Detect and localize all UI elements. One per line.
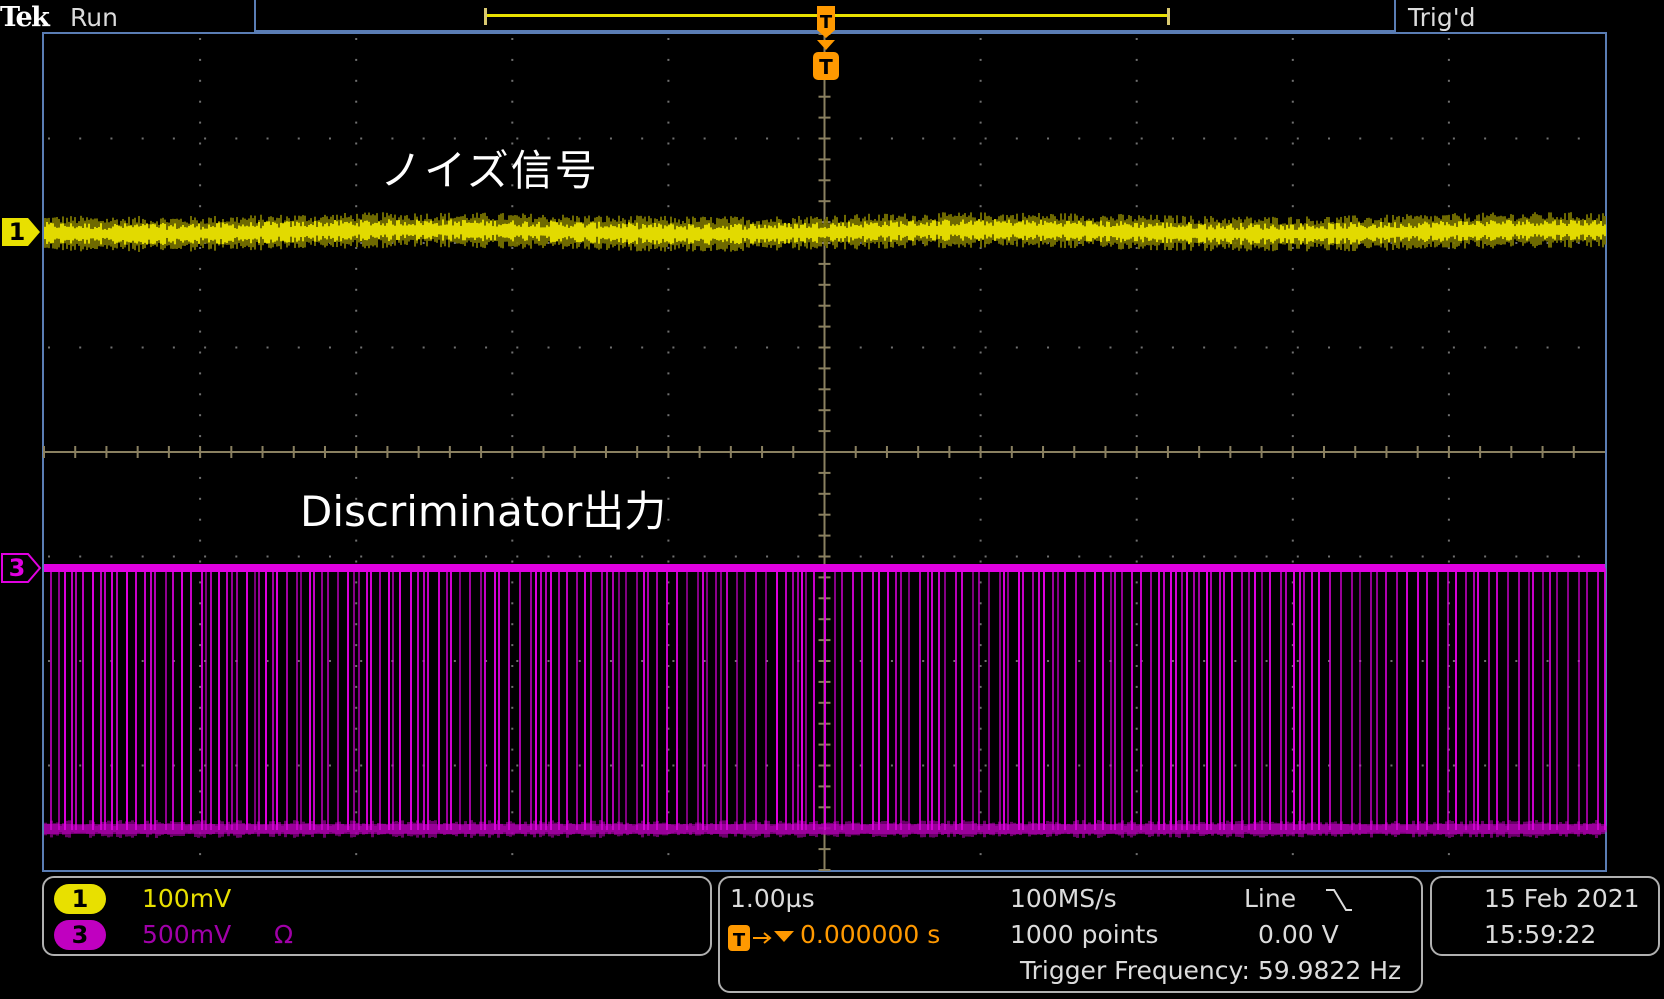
ch3-badge[interactable]: 3 [54,920,106,950]
ch3-waveform-trace [44,564,1607,838]
tek-logo: Tek [0,2,50,33]
noise-signal-label: ノイズ信号 [380,146,599,195]
record-length: 1000 points [1010,920,1159,949]
ch3-scale: 500mV [142,920,232,949]
trigger-level: 0.00 V [1258,920,1339,949]
ch1-marker-label: 1 [8,218,26,246]
ch1-ground-marker[interactable]: 1 [0,216,40,248]
svg-text:T: T [733,930,746,951]
channel-readout-panel[interactable]: 1 100mV 3 500mV Ω [42,876,712,956]
ch1-badge[interactable]: 1 [54,884,106,914]
trigger-frequency: Trigger Frequency: 59.9822 Hz [1020,956,1402,985]
date-time-panel[interactable]: 15 Feb 2021 15:59:22 [1430,876,1660,956]
falling-edge-icon [1324,886,1354,914]
timebase-trigger-panel[interactable]: 1.00µs T 0.000000 s 100MS/s 1000 points … [718,876,1423,993]
date-readout: 15 Feb 2021 [1484,884,1640,913]
ch1-waveform-trace [44,212,1606,252]
trigger-delay-icon: T [728,924,800,952]
sample-rate: 100MS/s [1010,884,1117,913]
trigger-source: Line [1244,884,1297,913]
acquisition-status: Run [70,3,118,32]
trigger-position-letter: T [819,55,833,79]
trigger-status: Trig'd [1408,3,1476,32]
discriminator-output-label: Discriminator出力 [300,487,667,536]
trigger-position-marker: T [813,40,839,80]
record-trigger-marker: T [817,6,835,38]
ch3-ground-marker[interactable]: 3 [0,552,42,584]
time-readout: 15:59:22 [1484,920,1597,949]
ch3-marker-label: 3 [8,554,26,582]
horizontal-scale: 1.00µs [730,884,815,913]
record-trigger-letter: T [820,12,833,33]
trigger-position-readout: 0.000000 s [800,920,941,949]
ch3-termination: Ω [274,920,294,949]
ch1-scale: 100mV [142,884,232,913]
